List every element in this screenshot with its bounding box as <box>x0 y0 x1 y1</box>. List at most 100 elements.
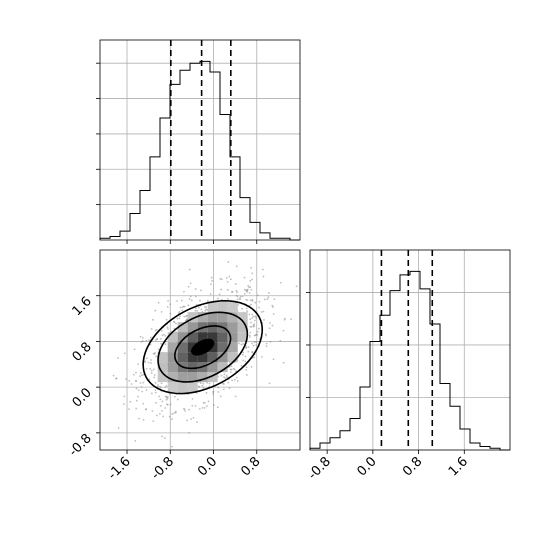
scatter-point <box>160 382 163 385</box>
scatter-point <box>189 282 192 285</box>
scatter-point <box>168 415 171 418</box>
scatter-point <box>117 427 120 429</box>
scatter-xtick-label-1: -0.8 <box>149 454 178 483</box>
density-block <box>197 352 208 363</box>
contours <box>142 299 264 395</box>
scatter-point <box>249 318 252 321</box>
scatter-point <box>245 374 248 376</box>
density-block <box>177 352 188 363</box>
scatter-point <box>158 412 161 415</box>
right-frame <box>309 249 511 451</box>
right-xtick-label-0: -0.8 <box>305 454 334 483</box>
scatter-point <box>245 307 248 310</box>
density-block <box>187 362 198 373</box>
scatter-point <box>245 366 248 369</box>
scatter-point <box>282 329 285 332</box>
density-block <box>207 302 218 313</box>
scatter-point <box>244 360 247 363</box>
scatter-point <box>183 315 186 318</box>
density-block <box>167 332 178 343</box>
density-block <box>177 382 188 393</box>
density-block <box>227 302 238 313</box>
scatter-point <box>254 315 257 318</box>
scatter-point <box>203 406 206 409</box>
scatter-point <box>208 382 211 385</box>
x-histogram-bin-12 <box>220 114 230 240</box>
scatter-point <box>154 382 157 384</box>
scatter-point <box>176 398 179 401</box>
scatter-point <box>258 300 261 303</box>
scatter-point <box>246 289 249 292</box>
scatter-point <box>253 341 256 344</box>
scatter-point <box>159 385 161 388</box>
scatter-point <box>254 334 257 337</box>
scatter-point <box>235 294 238 297</box>
scatter-point <box>159 405 162 407</box>
scatter-point <box>235 265 238 268</box>
x-histogram <box>99 60 300 241</box>
scatter-point <box>167 299 169 302</box>
scatter-point <box>230 365 233 368</box>
density-block <box>217 352 228 363</box>
scatter-point <box>186 318 188 321</box>
y-histogram-bin-10 <box>410 271 420 450</box>
x-histogram-bin-6 <box>160 118 170 240</box>
scatter-point <box>261 355 263 358</box>
scatter-point <box>272 313 275 315</box>
density-block <box>187 352 198 363</box>
density-blocks <box>157 302 248 393</box>
scatter-point <box>256 333 259 336</box>
scatter-point <box>235 376 238 379</box>
scatter-point <box>257 327 260 330</box>
scatter-point <box>176 317 179 320</box>
scatter-point <box>171 445 174 448</box>
scatter-point <box>187 304 190 307</box>
scatter-point <box>140 386 143 388</box>
scatter-point <box>251 351 254 354</box>
scatter-point <box>244 355 247 358</box>
contour-level-1 <box>142 299 264 395</box>
scatter-point <box>194 405 197 407</box>
scatter-point <box>250 303 252 306</box>
scatter-point <box>250 321 252 324</box>
scatter-point <box>191 404 194 407</box>
scatter-point <box>174 410 177 413</box>
density-block <box>177 342 188 353</box>
scatter-point <box>202 387 205 389</box>
scatter-point <box>133 348 136 351</box>
scatter-point <box>247 346 250 349</box>
scatter-point <box>246 290 249 293</box>
scatter-point <box>188 298 191 300</box>
density-block <box>217 302 228 313</box>
density-block <box>157 372 168 383</box>
scatter-point <box>229 278 232 281</box>
scatter-point <box>228 275 231 278</box>
scatter-point <box>117 357 119 359</box>
scatter-point <box>248 313 251 316</box>
scatter-point <box>261 268 264 271</box>
scatter-point <box>245 368 248 371</box>
scatter-point <box>165 403 168 406</box>
x-histogram-bin-15 <box>250 222 260 240</box>
scatter-point <box>198 386 201 388</box>
scatter-point <box>252 315 255 318</box>
scatter-point <box>115 377 118 380</box>
scatter-point <box>192 416 195 419</box>
scatter-point <box>142 418 145 421</box>
scatter-point <box>189 295 192 298</box>
scatter-point <box>254 301 257 304</box>
scatter-point <box>272 358 275 361</box>
scatter-point <box>160 310 163 313</box>
density-block <box>217 332 228 343</box>
scatter-point <box>201 406 204 409</box>
scatter-point <box>141 337 144 339</box>
scatter-point <box>236 298 239 301</box>
y-histogram-bin-4 <box>350 418 360 450</box>
scatter-point <box>154 389 157 392</box>
scatter-point <box>198 407 201 410</box>
right-xtick-label-1: 0.0 <box>354 454 379 479</box>
scatter-point <box>149 336 152 339</box>
scatter-point <box>145 389 148 391</box>
scatter-point <box>152 318 154 321</box>
scatter-point <box>226 376 228 378</box>
